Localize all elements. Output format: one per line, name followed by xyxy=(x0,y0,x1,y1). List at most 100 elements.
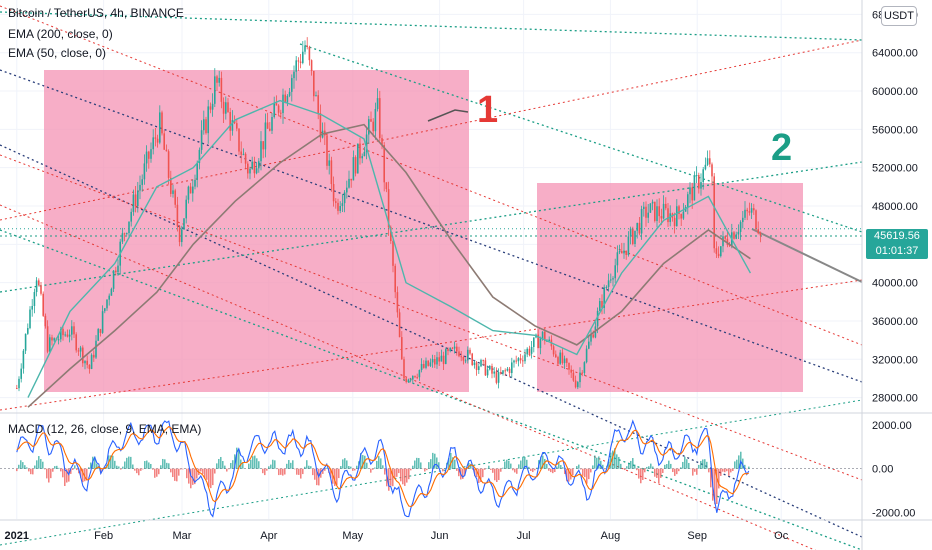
macd-histogram-bar xyxy=(694,468,696,472)
macd-histogram-bar xyxy=(214,468,216,474)
price-candle xyxy=(242,153,245,155)
macd-histogram-bar xyxy=(680,467,682,469)
macd-histogram-bar xyxy=(274,460,276,469)
price-candle xyxy=(181,229,183,243)
price-candle xyxy=(132,194,135,212)
macd-histogram-bar xyxy=(420,462,422,469)
price-candle xyxy=(165,149,168,152)
price-candle xyxy=(456,346,458,352)
macd-tick-label: 0.00 xyxy=(872,464,893,476)
price-candle xyxy=(605,286,608,288)
macd-histogram-bar xyxy=(380,458,382,469)
price-candle xyxy=(537,334,539,349)
macd-histogram-bar xyxy=(496,468,498,483)
macd-histogram-bar xyxy=(158,468,160,475)
price-candle xyxy=(189,186,192,194)
macd-histogram-bar xyxy=(160,465,162,469)
macd-histogram-bar xyxy=(502,467,504,469)
price-candle xyxy=(467,349,469,361)
macd-histogram-bar xyxy=(114,460,116,469)
macd-histogram-bar xyxy=(216,463,218,469)
macd-histogram-bar xyxy=(378,456,380,469)
macd-histogram-bar xyxy=(590,468,592,473)
price-candle xyxy=(62,328,64,336)
macd-histogram-bar xyxy=(722,468,724,472)
price-candle xyxy=(376,98,379,110)
trend-line xyxy=(0,5,863,346)
macd-histogram-bar xyxy=(278,468,280,476)
price-candle xyxy=(482,360,484,362)
price-candle xyxy=(610,279,612,281)
macd-histogram-bar xyxy=(228,468,230,470)
price-candle xyxy=(86,360,88,365)
price-candle xyxy=(592,334,594,338)
macd-histogram-bar xyxy=(480,468,482,483)
price-candle xyxy=(16,388,18,390)
price-candle xyxy=(357,143,359,174)
price-candle xyxy=(396,292,399,313)
price-candle xyxy=(326,135,328,166)
current-price-value: 45619.56 xyxy=(874,230,920,242)
macd-histogram-bar xyxy=(226,468,228,472)
macd-histogram-bar xyxy=(122,466,124,469)
macd-histogram-bar xyxy=(608,459,610,469)
macd-histogram-bar xyxy=(288,460,290,469)
macd-histogram-bar xyxy=(458,468,460,477)
price-candle xyxy=(405,378,407,383)
macd-histogram-bar xyxy=(356,465,358,469)
price-candle xyxy=(585,348,588,363)
macd-histogram-bar xyxy=(742,458,744,469)
macd-histogram-bar xyxy=(42,461,44,469)
price-candle xyxy=(139,184,141,191)
price-candle xyxy=(519,358,522,361)
price-candle xyxy=(209,106,212,110)
macd-histogram-bar xyxy=(90,462,92,469)
macd-histogram-bar xyxy=(56,465,58,469)
price-candle xyxy=(442,355,445,364)
macd-histogram-bar xyxy=(442,468,444,472)
macd-histogram-bar xyxy=(352,468,354,471)
price-candle xyxy=(570,369,572,373)
price-candle xyxy=(233,120,236,124)
y-tick-label: 36000.00 xyxy=(872,316,918,328)
macd-line xyxy=(16,419,750,518)
price-candle xyxy=(607,280,610,287)
macd-histogram-bar xyxy=(610,452,612,469)
price-candle xyxy=(227,102,229,112)
macd-histogram-bar xyxy=(402,468,404,485)
trend-line xyxy=(0,39,863,221)
price-candle xyxy=(616,252,619,266)
currency-button[interactable]: USDT xyxy=(881,6,917,26)
macd-histogram-bar xyxy=(536,467,538,469)
price-candle xyxy=(398,312,401,338)
macd-histogram-bar xyxy=(156,468,158,477)
price-candle xyxy=(339,206,341,211)
price-candle xyxy=(596,310,599,327)
macd-histogram-bar xyxy=(418,458,420,469)
macd-histogram-bar xyxy=(540,456,542,469)
price-candle xyxy=(676,206,678,227)
macd-histogram-bar xyxy=(488,465,490,469)
macd-histogram-bar xyxy=(150,463,152,469)
price-candle xyxy=(625,250,627,255)
macd-histogram-bar xyxy=(248,463,250,469)
price-candle xyxy=(462,356,465,361)
price-candle xyxy=(577,382,579,388)
price-candle xyxy=(656,206,658,222)
macd-histogram-bar xyxy=(32,468,34,475)
macd-histogram-bar xyxy=(316,468,318,486)
macd-histogram-bar xyxy=(630,460,632,469)
price-candle xyxy=(282,94,284,114)
price-candle xyxy=(427,360,429,366)
macd-histogram-bar xyxy=(648,466,650,469)
price-candle xyxy=(480,360,482,367)
price-candle xyxy=(623,250,625,254)
macd-histogram-bar xyxy=(210,468,212,489)
price-candle xyxy=(746,209,748,212)
macd-histogram-bar xyxy=(310,466,312,469)
macd-histogram-bar xyxy=(400,468,402,482)
price-candle xyxy=(106,299,108,309)
price-candle xyxy=(249,168,251,174)
macd-histogram-bar xyxy=(96,463,98,469)
